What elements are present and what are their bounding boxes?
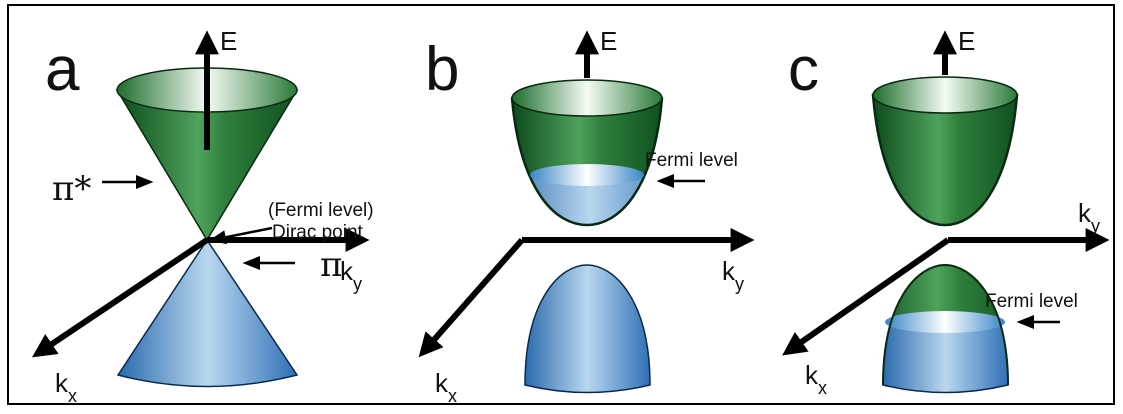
kx-label: kx <box>55 368 77 406</box>
kx-label: kx <box>805 360 827 398</box>
fermi-surface <box>885 311 1005 333</box>
band-label: π* <box>52 169 91 209</box>
valence-band <box>525 265 650 393</box>
panel-label: c <box>788 35 819 104</box>
band-top <box>512 80 662 116</box>
band-top <box>873 77 1017 113</box>
kx-label: kx <box>435 368 457 406</box>
conduction-band <box>873 95 1017 225</box>
annotation: Dirac point <box>272 222 364 243</box>
energy-label: E <box>958 26 975 56</box>
ky-label: ky <box>340 256 362 294</box>
panel-b: b E Fermi level ky kx <box>425 26 745 406</box>
annotation: (Fermi level) <box>268 200 374 221</box>
ky-label: ky <box>722 256 744 294</box>
figure: a E π* (Fermi level) Dirac point π ky kx… <box>0 0 1123 414</box>
panel-label: a <box>45 35 80 104</box>
annotation: Fermi level <box>985 291 1078 312</box>
band-label: π <box>320 245 342 285</box>
panel-label: b <box>425 35 459 104</box>
ky-label: ky <box>1078 198 1100 236</box>
panel-c: c E Fermi level ky kx <box>788 26 1100 398</box>
annotation: Fermi level <box>645 150 738 171</box>
panel-a: a E π* (Fermi level) Dirac point π ky kx <box>40 26 374 406</box>
energy-label: E <box>220 26 237 56</box>
energy-label: E <box>600 26 617 56</box>
kx-axis <box>425 240 522 350</box>
fermi-surface <box>530 164 644 186</box>
